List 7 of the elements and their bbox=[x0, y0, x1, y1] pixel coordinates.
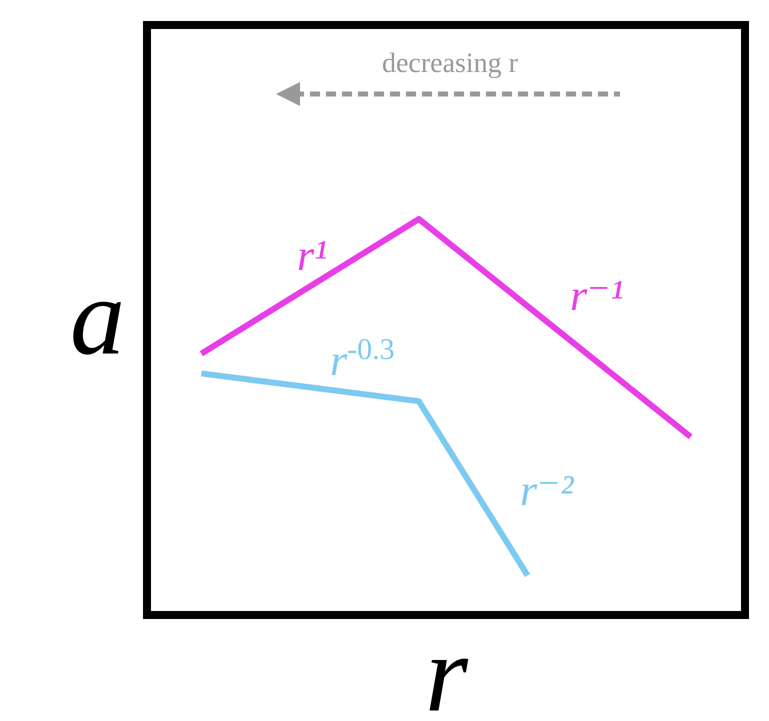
annotation: r⁻¹ bbox=[570, 271, 624, 320]
annotation: r$^{-0.3}$ bbox=[330, 332, 395, 385]
x-axis-title: r bbox=[425, 612, 470, 721]
annotation: r¹ bbox=[297, 231, 328, 280]
text: decreasing r bbox=[380, 48, 520, 80]
annotation: r⁻² bbox=[520, 466, 574, 515]
y-axis-title: a bbox=[70, 256, 125, 378]
